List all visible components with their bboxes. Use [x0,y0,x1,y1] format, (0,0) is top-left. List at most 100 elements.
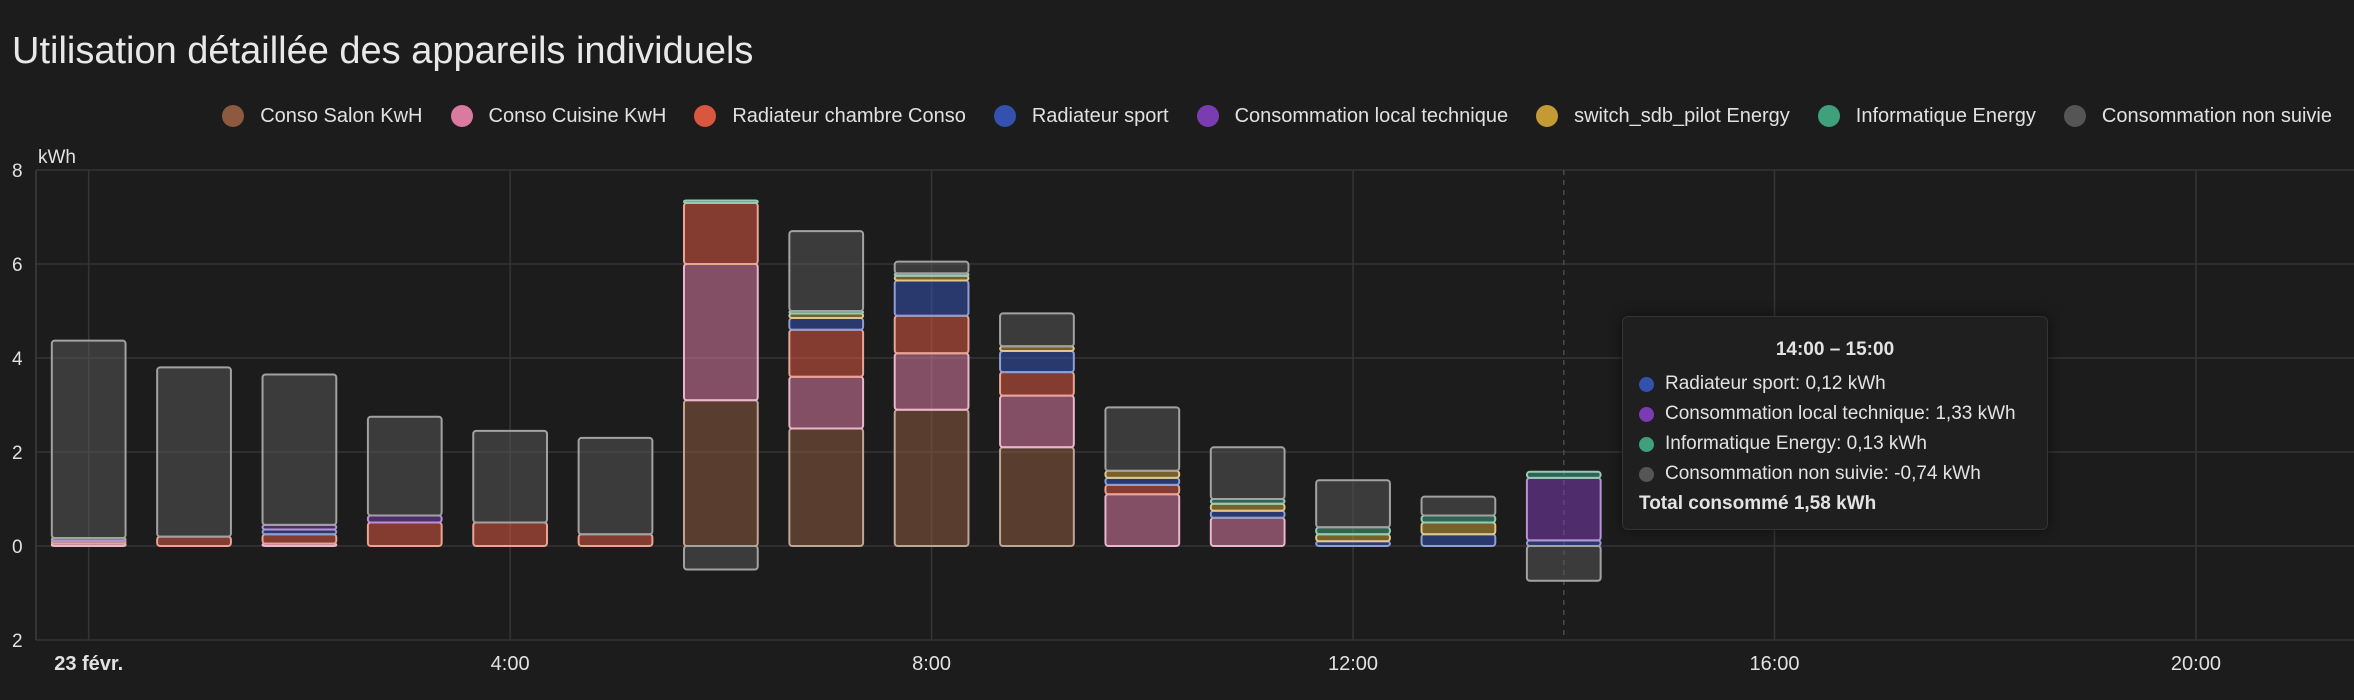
bar-segment [1525,545,1602,582]
y-tick-label: 0 [12,537,23,558]
bar-stacks [50,199,1602,582]
tooltip-text: Informatique Energy: 0,13 kWh [1665,433,1927,454]
tooltip-row: Consommation local technique: 1,33 kWh [1623,399,2047,429]
legend-item-conso-salon[interactable]: Conso Salon KwH [222,104,423,128]
legend-label: Radiateur chambre Conso [732,104,966,127]
bar-segment [1209,516,1286,547]
bar-segment [999,312,1075,348]
bar-segment [1420,521,1497,536]
bar-segment [156,366,232,538]
y-axis-label: kWh [38,147,76,168]
bar-segment [1420,495,1497,517]
bar-segment [893,408,970,548]
tooltip-dot [1639,406,1654,422]
bar-segment [682,545,759,571]
x-tick-label: 8:00 [912,653,951,675]
bar-segment [682,263,759,402]
y-tick-label: 8 [12,161,23,182]
bar-segment [788,375,865,430]
legend-label: Radiateur sport [1031,104,1169,127]
x-tick-label: 4:00 [491,653,530,675]
x-tick-label: 20:00 [2171,653,2221,675]
bar-segment [1209,509,1286,519]
bar-segment [682,199,759,204]
legend-swatch [2063,105,2086,127]
tooltip-text: Consommation local technique: 1,33 kWh [1665,403,2016,424]
tooltip-text: Radiateur sport: 0,12 kWh [1665,373,1886,394]
x-tick-label: 12:00 [1328,653,1378,675]
legend-label: Consommation non suivie [2101,104,2332,127]
bar-segment [999,446,1075,547]
legend-swatch [694,105,717,127]
tooltip-dot [1639,466,1654,482]
tooltip-row: Consommation non suivie: -0,74 kWh [1623,459,2047,489]
bar-segment [577,533,654,547]
y-tick-label: 2 [12,443,23,464]
bar-segment [682,399,759,547]
bar-segment [999,349,1075,374]
legend-swatch [993,105,1016,127]
y-tick-label: 6 [12,255,23,276]
chart-title: Utilisation détaillée des appareils indi… [12,30,754,72]
bar-segment [261,533,338,545]
bar-segment [366,521,443,547]
bar-segment [1525,476,1602,542]
bar-segment [1315,526,1391,536]
x-tick-label: 23 févr. [54,653,123,675]
tooltip-title: 14:00 – 15:00 [1775,339,1895,360]
chart-legend: Conso Salon KwH Conso Cuisine KwH Radiat… [222,100,2332,132]
bar-segment [261,373,338,526]
bar-segment [1104,406,1181,472]
bar-segment [156,535,232,547]
bar-segment [366,415,443,517]
bar-segment [893,260,970,275]
bar-segment [1315,533,1391,543]
y-tick-label: 2 [12,631,23,652]
legend-label: switch_sdb_pilot Energy [1574,104,1790,127]
legend-item-conso-cuisine[interactable]: Conso Cuisine KwH [450,105,666,128]
bar-segment [472,521,549,547]
legend-swatch [450,105,473,127]
bar-segment [1315,479,1391,529]
bar-segment [788,317,865,331]
legend-item-informatique[interactable]: Informatique Energy [1817,104,2036,128]
bar-segment [1209,502,1286,512]
bar-segment [1420,533,1497,547]
bar-segment [1209,446,1286,500]
legend-item-radiateur-sport[interactable]: Radiateur sport [993,104,1169,128]
bar-segment [577,436,654,536]
bar-segment [1104,476,1181,486]
bar-segment [893,352,970,411]
legend-swatch [222,105,245,127]
legend-item-local-technique[interactable]: Consommation local technique [1196,105,1508,128]
bar-segment [788,427,865,547]
bar-segment [1104,493,1181,547]
bar-segment [893,279,970,317]
legend-item-non-suivie[interactable]: Consommation non suivie [2063,104,2332,128]
bar-segment [1104,483,1181,496]
legend-swatch [1817,105,1840,127]
bar-segment [472,429,549,524]
x-tick-label: 16:00 [1749,653,1799,675]
tooltip-row: Informatique Energy: 0,13 kWh [1623,429,2047,459]
legend-item-radiateur-chambre[interactable]: Radiateur chambre Conso [694,104,966,128]
bar-segment [50,339,127,540]
legend-label: Conso Salon KwH [260,104,423,127]
tooltip-dot [1639,376,1654,392]
bar-segment [893,314,970,355]
legend-swatch [1196,105,1219,127]
legend-label: Informatique Energy [1855,104,2036,127]
legend-item-switch-sdb[interactable]: switch_sdb_pilot Energy [1536,105,1790,128]
bar-segment [788,328,865,378]
bar-segment [999,394,1075,449]
bar-segment [999,371,1075,397]
y-tick-label: 4 [12,349,23,370]
tooltip-total: Total consommé 1,58 kWh [1639,493,1877,514]
bar-segment [1525,470,1602,479]
bar-segment [366,514,443,524]
legend-swatch [1536,105,1559,127]
tooltip-text: Consommation non suivie: -0,74 kWh [1665,463,1981,484]
bar-segment [1420,514,1497,524]
tooltip-row: Radiateur sport: 0,12 kWh [1623,369,2047,399]
